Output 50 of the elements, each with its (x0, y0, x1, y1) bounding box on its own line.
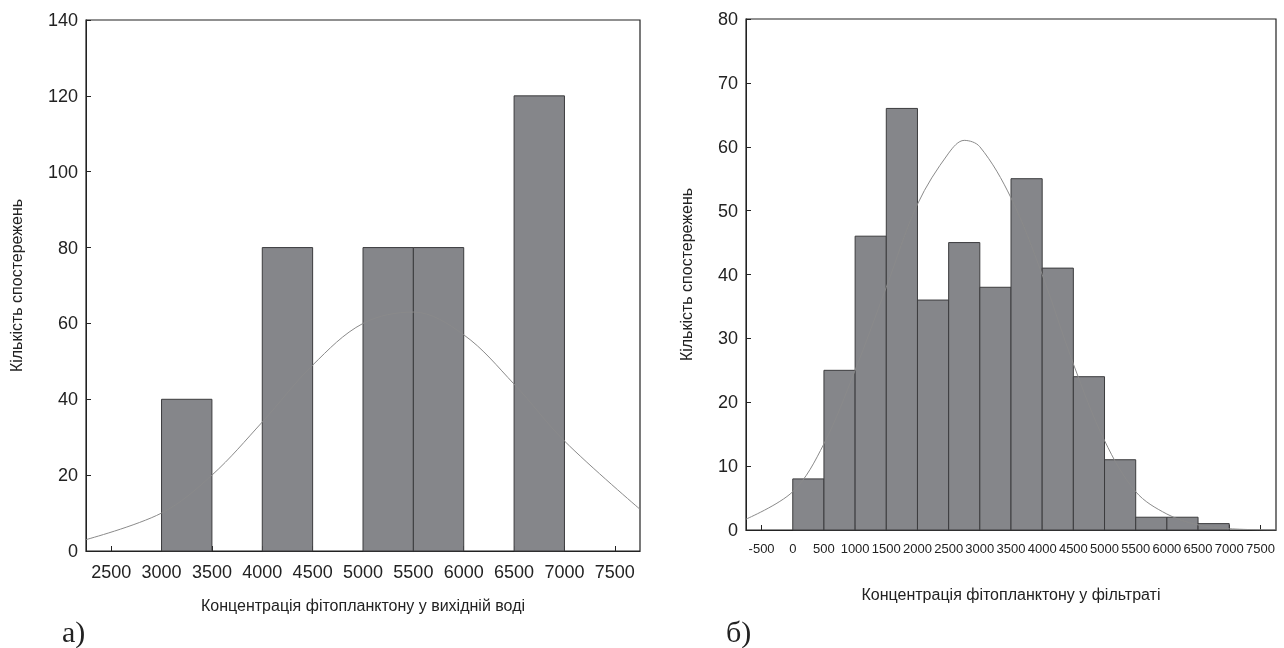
y-tick-label: 60 (717, 136, 738, 157)
x-tick-label: 6500 (1183, 541, 1213, 556)
x-tick-label: 2500 (91, 562, 132, 582)
x-axis-title: Концентрація фітопланктону у вихідній воді (200, 596, 526, 614)
x-tick-label: 3000 (141, 562, 182, 582)
y-tick-label: 20 (717, 392, 738, 413)
y-tick-label: 30 (717, 328, 738, 349)
x-tick-label: 4000 (242, 562, 283, 582)
x-tick-label: 2000 (903, 541, 932, 556)
x-tick-label: 3000 (965, 541, 995, 556)
x-tick-label: 5500 (393, 562, 434, 582)
y-tick-label: 10 (717, 456, 738, 477)
y-tick-label: 120 (47, 85, 78, 106)
x-tick-label: 7500 (594, 562, 635, 582)
x-tick-label: 2500 (934, 541, 964, 556)
x-tick-label: 3500 (996, 541, 1026, 556)
y-tick-label: 140 (47, 10, 78, 30)
x-tick-label: 0 (789, 541, 797, 556)
x-tick-label: 5000 (342, 562, 384, 582)
x-tick-label: 4500 (1058, 541, 1088, 556)
x-tick-label: 500 (813, 541, 835, 556)
x-tick-label: 7500 (1245, 541, 1275, 556)
x-tick-label: 7000 (544, 562, 585, 582)
y-tick-label: 60 (57, 313, 78, 334)
y-tick-label: 80 (57, 237, 78, 258)
x-tick-label: 4000 (1027, 541, 1057, 556)
x-tick-label: 7000 (1214, 541, 1244, 556)
x-tick-label: 6000 (443, 562, 484, 582)
x-tick-label: 6500 (494, 562, 535, 582)
x-tick-label: 1000 (840, 541, 870, 556)
y-tick-label: 100 (47, 161, 78, 182)
x-axis-title: Концентрація фітопланктону у фільтраті (861, 585, 1161, 603)
x-tick-label: 3500 (191, 562, 232, 582)
x-tick-label: 1500 (871, 541, 901, 556)
y-tick-label: 0 (727, 520, 738, 540)
y-tick-label: 70 (717, 72, 738, 93)
x-tick-label: 4500 (292, 562, 333, 582)
x-tick-label: 5000 (1090, 541, 1119, 556)
x-tick-label: 6000 (1152, 541, 1182, 556)
y-tick-label: 20 (57, 465, 78, 486)
y-tick-label: 40 (717, 264, 738, 285)
y-tick-label: 40 (57, 389, 78, 410)
x-tick-label: 5500 (1121, 541, 1151, 556)
text: а) (62, 614, 86, 648)
x-tick-label: -500 (748, 541, 775, 556)
y-axis-title: Кількість спостережень (7, 198, 25, 373)
y-tick-label: 80 (717, 9, 738, 29)
y-axis-title: Кількість спостережень (677, 187, 695, 362)
y-tick-label: 50 (717, 200, 738, 221)
text: б) (726, 614, 752, 648)
